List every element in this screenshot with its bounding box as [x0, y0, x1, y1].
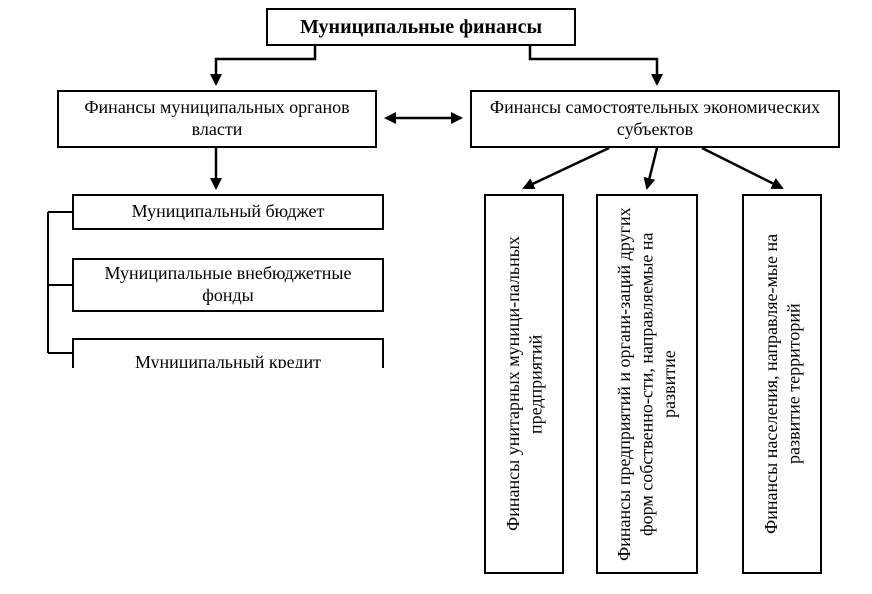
- node-left-main: Финансы муниципальных органов власти: [57, 90, 377, 148]
- node-l1-label: Муниципальный бюджет: [132, 201, 325, 223]
- node-vertical-2: Финансы предприятий и органи-заций други…: [596, 194, 698, 574]
- node-v1-label: Финансы унитарных муници-пальных предпри…: [502, 206, 547, 562]
- node-right-main: Финансы самостоятельных экономических су…: [470, 90, 840, 148]
- node-left-child-2: Муниципальные внебюджетные фонды: [72, 258, 384, 312]
- diagram-canvas: Муниципальные финансы Финансы муниципаль…: [0, 0, 872, 594]
- node-vertical-3: Финансы населения, направляе-мые на разв…: [742, 194, 822, 574]
- node-left-child-1: Муниципальный бюджет: [72, 194, 384, 230]
- node-root: Муниципальные финансы: [266, 8, 576, 46]
- node-l2-label: Муниципальные внебюджетные фонды: [80, 263, 376, 306]
- node-left-main-label: Финансы муниципальных органов власти: [65, 97, 369, 140]
- node-v2-label: Финансы предприятий и органи-заций други…: [613, 206, 681, 562]
- node-v3-label: Финансы населения, направляе-мые на разв…: [760, 206, 805, 562]
- node-vertical-1: Финансы унитарных муници-пальных предпри…: [484, 194, 564, 574]
- node-root-label: Муниципальные финансы: [300, 15, 542, 39]
- node-left-child-3: Муниципальный кредит: [72, 338, 384, 368]
- node-l3-label: Муниципальный кредит: [135, 352, 321, 368]
- node-right-main-label: Финансы самостоятельных экономических су…: [478, 97, 832, 140]
